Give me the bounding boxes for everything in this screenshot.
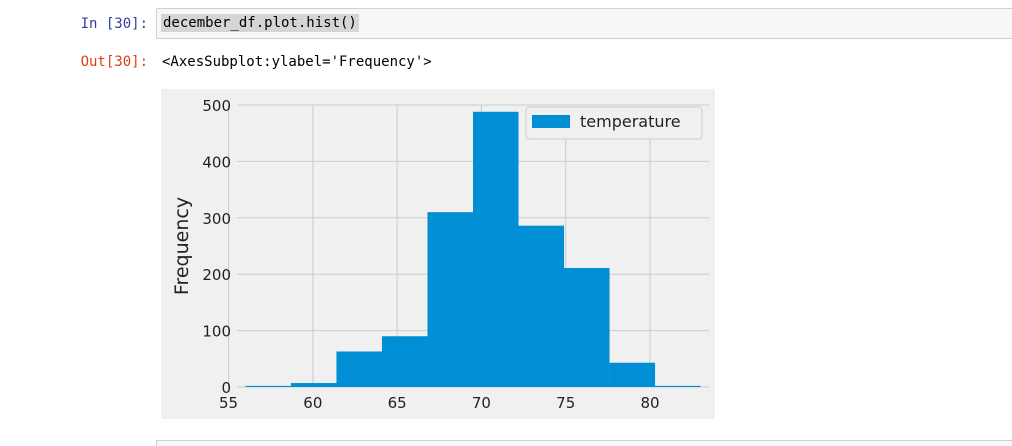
y-tick-label: 500 [202,97,231,115]
x-tick-label: 65 [388,394,407,412]
output-prompt: Out[30]: [80,54,148,70]
histogram-bar [245,385,291,387]
histogram-bar [336,351,382,387]
input-prompt: In [30]: [80,16,148,32]
y-tick-label: 100 [202,323,231,341]
histogram-bar [655,385,701,387]
x-tick-label: 75 [556,394,575,412]
histogram-bar [381,336,428,387]
histogram-bar [518,225,565,387]
y-tick-label: 300 [202,210,231,228]
y-tick-label: 0 [221,379,231,397]
y-axis-label: Frequency [171,197,193,295]
legend-label: temperature [580,112,681,131]
next-cell[interactable] [156,440,1012,446]
legend-swatch [532,115,570,128]
histogram-bar [427,212,473,387]
histogram-bar [609,362,656,387]
histogram-bar [564,267,610,387]
histogram-bar [473,111,519,387]
histogram-chart: 0 100 200 300 400 500 55 60 65 70 75 80 Frequency tem… [171,97,709,412]
x-tick-label: 55 [219,394,238,412]
x-tick-label: 60 [303,394,322,412]
x-tick-label: 70 [472,394,491,412]
output-text: <AxesSubplot:ylabel='Frequency'> [162,54,432,70]
x-tick-label: 80 [640,394,659,412]
histogram-plot: 0 100 200 300 400 500 55 60 65 70 75 80 Frequency tem… [161,89,715,419]
y-tick-label: 200 [202,266,231,284]
code-line[interactable]: december_df.plot.hist() [161,14,359,32]
y-tick-label: 400 [202,153,231,171]
histogram-bar [290,383,337,387]
code-input-area[interactable]: december_df.plot.hist() [156,8,1012,39]
